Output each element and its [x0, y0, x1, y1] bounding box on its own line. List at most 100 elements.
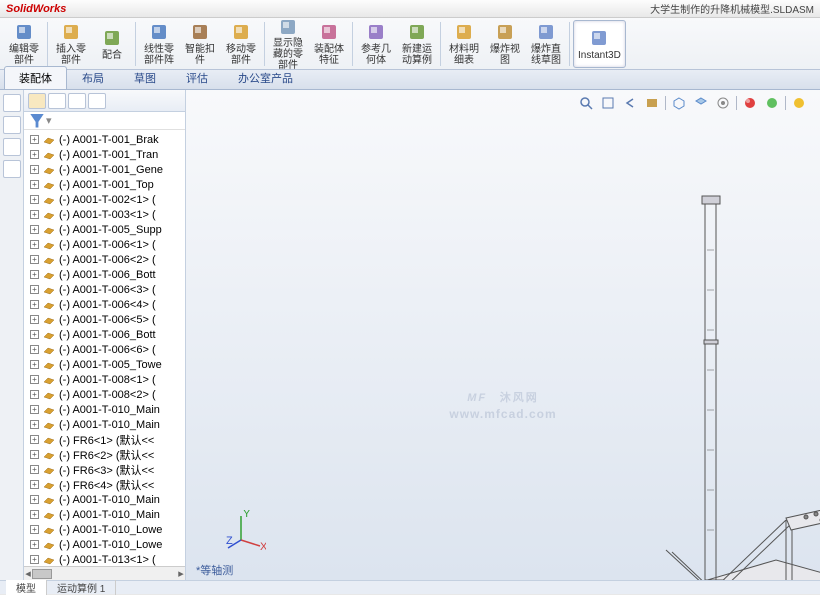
tree-expand-icon[interactable]: +	[30, 270, 39, 279]
tree-item[interactable]: +(-) A001-T-006<4> (	[26, 297, 185, 312]
feature-filter-bar[interactable]: ▾	[24, 112, 185, 130]
tree-expand-icon[interactable]: +	[30, 435, 39, 444]
tree-expand-icon[interactable]: +	[30, 240, 39, 249]
tree-expand-icon[interactable]: +	[30, 330, 39, 339]
tree-expand-icon[interactable]: +	[30, 390, 39, 399]
appearance-icon[interactable]	[741, 94, 759, 112]
tree-horizontal-scrollbar[interactable]: ◂ ▸	[24, 566, 185, 580]
tree-expand-icon[interactable]: +	[30, 540, 39, 549]
new-motion-button[interactable]: 新建运 动算例	[397, 20, 437, 68]
tree-item[interactable]: +(-) A001-T-006<3> (	[26, 282, 185, 297]
insert-part-button[interactable]: 插入零 部件	[51, 20, 91, 68]
tool-zoom-icon[interactable]	[3, 116, 21, 134]
tree-expand-icon[interactable]: +	[30, 510, 39, 519]
tree-item[interactable]: +(-) FR6<1> (默认<<	[26, 432, 185, 447]
tree-expand-icon[interactable]: +	[30, 345, 39, 354]
filter-dropdown-icon[interactable]: ▾	[46, 114, 52, 127]
tree-expand-icon[interactable]: +	[30, 135, 39, 144]
tree-item[interactable]: +(-) A001-T-006<1> (	[26, 237, 185, 252]
tool-select-icon[interactable]	[3, 94, 21, 112]
tree-expand-icon[interactable]: +	[30, 555, 39, 564]
explode-line-button[interactable]: 爆炸直 线草图	[526, 20, 566, 68]
tree-item[interactable]: +(-) A001-T-003<1> (	[26, 207, 185, 222]
command-tab-0[interactable]: 装配体	[4, 66, 67, 89]
assembly-feat-button[interactable]: 装配体 特征	[309, 20, 349, 68]
tree-item[interactable]: +(-) A001-T-005_Supp	[26, 222, 185, 237]
tree-item[interactable]: +(-) A001-T-010_Main	[26, 417, 185, 432]
tree-expand-icon[interactable]: +	[30, 195, 39, 204]
tree-item[interactable]: +(-) FR6<4> (默认<<	[26, 477, 185, 492]
view-orientation-icon[interactable]	[670, 94, 688, 112]
tree-expand-icon[interactable]: +	[30, 525, 39, 534]
tree-item[interactable]: +(-) A001-T-013<1> (	[26, 552, 185, 566]
tree-expand-icon[interactable]: +	[30, 300, 39, 309]
tree-item[interactable]: +(-) A001-T-005_Towe	[26, 357, 185, 372]
hide-show-icon[interactable]	[714, 94, 732, 112]
tree-expand-icon[interactable]: +	[30, 285, 39, 294]
tree-expand-icon[interactable]: +	[30, 495, 39, 504]
tree-item[interactable]: +(-) A001-T-010_Main	[26, 507, 185, 522]
3d-viewport[interactable]: MF 沐风网 www.mfcad.com Y X Z *等轴测	[186, 90, 820, 580]
show-hidden-button[interactable]: 显示隐 藏的零 部件	[268, 20, 308, 68]
prev-view-icon[interactable]	[621, 94, 639, 112]
tool-rotate-icon[interactable]	[3, 138, 21, 156]
tree-item[interactable]: +(-) FR6<3> (默认<<	[26, 462, 185, 477]
tree-item[interactable]: +(-) A001-T-006_Bott	[26, 267, 185, 282]
bom-button[interactable]: 材料明 细表	[444, 20, 484, 68]
tree-expand-icon[interactable]: +	[30, 465, 39, 474]
smart-fastener-button[interactable]: 智能扣 件	[180, 20, 220, 68]
tree-expand-icon[interactable]: +	[30, 165, 39, 174]
fm-tab-display-icon[interactable]	[88, 93, 106, 109]
tool-pan-icon[interactable]	[3, 160, 21, 178]
view-settings-icon[interactable]	[790, 94, 808, 112]
tree-item[interactable]: +(-) A001-T-001_Gene	[26, 162, 185, 177]
tree-item[interactable]: +(-) A001-T-010_Lowe	[26, 522, 185, 537]
exploded-button[interactable]: 爆炸视 图	[485, 20, 525, 68]
tree-expand-icon[interactable]: +	[30, 450, 39, 459]
status-tab-0[interactable]: 模型	[6, 580, 47, 595]
status-tab-1[interactable]: 运动算例 1	[47, 580, 116, 595]
tree-item[interactable]: +(-) A001-T-008<2> (	[26, 387, 185, 402]
tree-item[interactable]: +(-) A001-T-006_Bott	[26, 327, 185, 342]
instant3d-button[interactable]: Instant3D	[573, 20, 626, 68]
tree-item[interactable]: +(-) A001-T-006<6> (	[26, 342, 185, 357]
tree-expand-icon[interactable]: +	[30, 180, 39, 189]
tree-item[interactable]: +(-) A001-T-008<1> (	[26, 372, 185, 387]
tree-expand-icon[interactable]: +	[30, 360, 39, 369]
move-comp-button[interactable]: 移动零 部件	[221, 20, 261, 68]
mate-button[interactable]: 配合	[92, 20, 132, 68]
tree-item[interactable]: +(-) A001-T-001_Tran	[26, 147, 185, 162]
fm-tab-tree-icon[interactable]	[28, 93, 46, 109]
command-tab-1[interactable]: 布局	[67, 66, 119, 89]
section-view-icon[interactable]	[643, 94, 661, 112]
tree-item[interactable]: +(-) FR6<2> (默认<<	[26, 447, 185, 462]
tree-expand-icon[interactable]: +	[30, 255, 39, 264]
tree-item[interactable]: +(-) A001-T-006<2> (	[26, 252, 185, 267]
zoom-area-icon[interactable]	[599, 94, 617, 112]
edit-part-button[interactable]: 编辑零 部件	[4, 20, 44, 68]
ref-geom-button[interactable]: 参考几 何体	[356, 20, 396, 68]
fm-tab-property-icon[interactable]	[48, 93, 66, 109]
tree-expand-icon[interactable]: +	[30, 225, 39, 234]
command-tab-3[interactable]: 评估	[171, 66, 223, 89]
tree-item[interactable]: +(-) A001-T-002<1> (	[26, 192, 185, 207]
zoom-fit-icon[interactable]	[577, 94, 595, 112]
tree-item[interactable]: +(-) A001-T-010_Main	[26, 402, 185, 417]
tree-expand-icon[interactable]: +	[30, 375, 39, 384]
tree-item[interactable]: +(-) A001-T-010_Lowe	[26, 537, 185, 552]
scene-icon[interactable]	[763, 94, 781, 112]
tree-expand-icon[interactable]: +	[30, 480, 39, 489]
tree-expand-icon[interactable]: +	[30, 420, 39, 429]
tree-expand-icon[interactable]: +	[30, 405, 39, 414]
command-tab-2[interactable]: 草图	[119, 66, 171, 89]
tree-item[interactable]: +(-) A001-T-001_Top	[26, 177, 185, 192]
fm-tab-config-icon[interactable]	[68, 93, 86, 109]
scrollbar-thumb[interactable]	[32, 569, 52, 579]
tree-item[interactable]: +(-) A001-T-006<5> (	[26, 312, 185, 327]
tree-item[interactable]: +(-) A001-T-001_Brak	[26, 132, 185, 147]
feature-tree[interactable]: +(-) A001-T-001_Brak+(-) A001-T-001_Tran…	[24, 130, 185, 566]
display-style-icon[interactable]	[692, 94, 710, 112]
tree-expand-icon[interactable]: +	[30, 315, 39, 324]
tree-item[interactable]: +(-) A001-T-010_Main	[26, 492, 185, 507]
command-tab-4[interactable]: 办公室产品	[223, 66, 308, 89]
